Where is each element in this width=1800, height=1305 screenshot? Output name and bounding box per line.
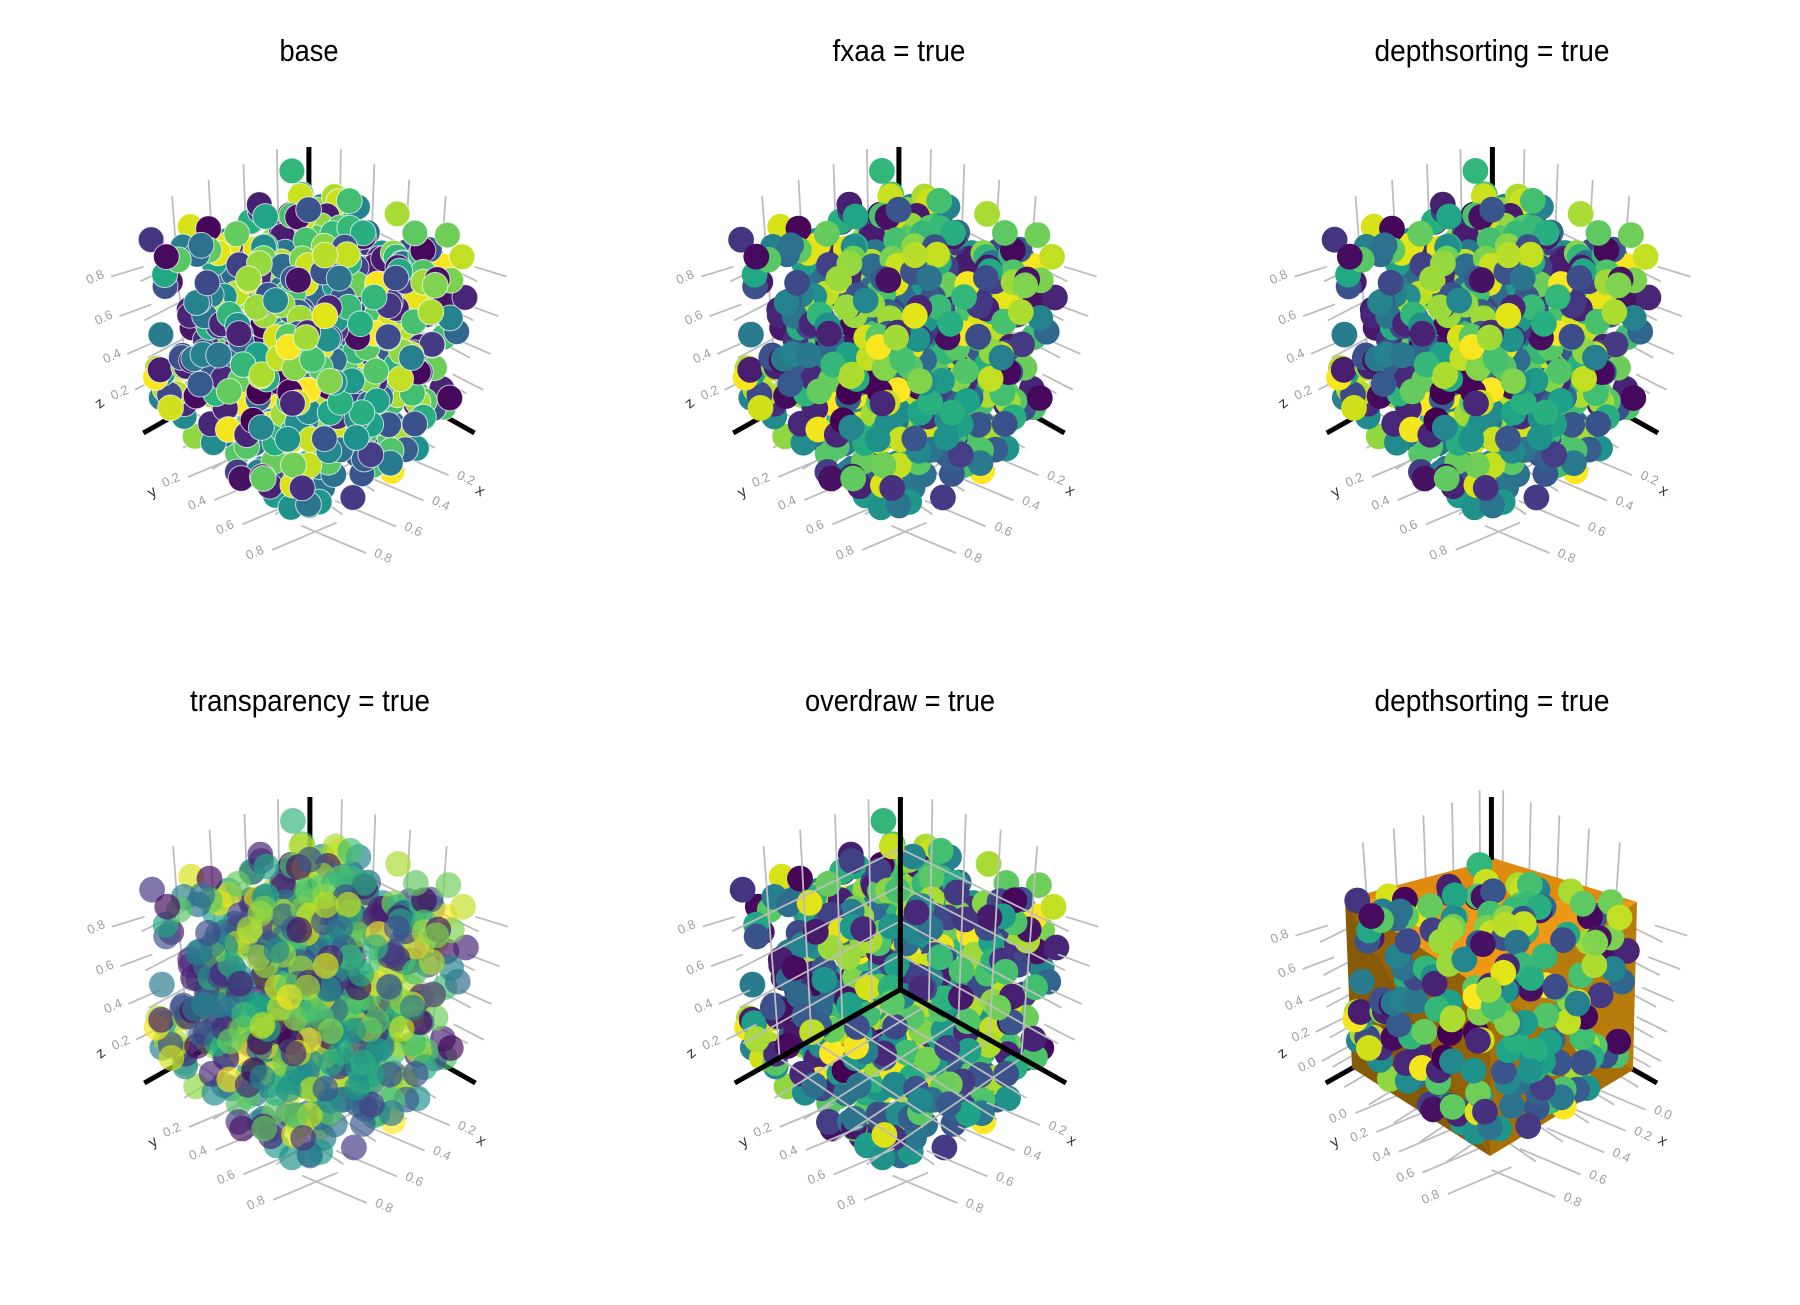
- svg-text:0.6: 0.6: [682, 307, 705, 328]
- svg-text:0.4: 0.4: [102, 995, 125, 1016]
- svg-text:0.4: 0.4: [1613, 492, 1636, 513]
- svg-text:0.8: 0.8: [85, 916, 108, 937]
- svg-text:0.2: 0.2: [1343, 469, 1366, 490]
- svg-text:0.8: 0.8: [674, 266, 697, 287]
- svg-text:0.4: 0.4: [430, 492, 453, 513]
- svg-text:0.2: 0.2: [1292, 382, 1315, 403]
- svg-text:depthsorting = true: depthsorting = true: [1375, 683, 1610, 718]
- svg-text:0.0: 0.0: [1327, 1105, 1350, 1126]
- svg-text:0.6: 0.6: [1275, 960, 1298, 981]
- svg-text:0.2: 0.2: [700, 1032, 723, 1053]
- svg-text:0.6: 0.6: [213, 516, 236, 537]
- svg-text:0.6: 0.6: [403, 1168, 426, 1189]
- svg-text:0.6: 0.6: [803, 516, 826, 537]
- svg-text:0.4: 0.4: [1369, 492, 1392, 513]
- svg-text:0.6: 0.6: [92, 307, 115, 328]
- svg-text:0.2: 0.2: [109, 1032, 132, 1053]
- svg-text:0.2: 0.2: [749, 469, 772, 490]
- svg-text:0.8: 0.8: [835, 1192, 858, 1213]
- svg-text:0.6: 0.6: [805, 1166, 828, 1187]
- svg-text:0.4: 0.4: [1370, 1144, 1393, 1165]
- svg-text:0.2: 0.2: [1045, 467, 1068, 488]
- svg-text:0.8: 0.8: [84, 266, 107, 287]
- svg-text:0.0: 0.0: [1652, 1102, 1675, 1123]
- svg-text:fxaa = true: fxaa = true: [833, 33, 966, 68]
- svg-text:0.6: 0.6: [1587, 1166, 1610, 1187]
- svg-text:0.8: 0.8: [675, 916, 698, 937]
- svg-text:0.8: 0.8: [833, 542, 856, 563]
- svg-text:0.8: 0.8: [962, 545, 985, 566]
- svg-text:0.6: 0.6: [402, 518, 425, 539]
- svg-text:transparency = true: transparency = true: [190, 683, 430, 718]
- svg-text:0.2: 0.2: [108, 382, 131, 403]
- svg-text:0.8: 0.8: [244, 1192, 267, 1213]
- svg-text:0.2: 0.2: [455, 467, 478, 488]
- svg-text:0.6: 0.6: [992, 518, 1015, 539]
- svg-text:0.8: 0.8: [372, 545, 395, 566]
- svg-text:depthsorting = true: depthsorting = true: [1375, 33, 1610, 68]
- svg-text:0.0: 0.0: [1295, 1054, 1318, 1075]
- svg-text:0.6: 0.6: [93, 957, 116, 978]
- svg-text:0.6: 0.6: [214, 1166, 237, 1187]
- svg-text:0.2: 0.2: [1289, 1024, 1312, 1045]
- svg-text:0.4: 0.4: [101, 345, 124, 366]
- svg-text:0.8: 0.8: [1427, 542, 1450, 563]
- svg-text:0.8: 0.8: [1555, 545, 1578, 566]
- svg-text:0.2: 0.2: [1046, 1117, 1069, 1138]
- svg-text:0.4: 0.4: [1610, 1144, 1633, 1165]
- svg-text:overdraw = true: overdraw = true: [805, 683, 995, 718]
- svg-text:0.8: 0.8: [1267, 266, 1290, 287]
- svg-text:0.6: 0.6: [1397, 516, 1420, 537]
- svg-text:0.8: 0.8: [373, 1195, 396, 1216]
- svg-text:0.4: 0.4: [1284, 345, 1307, 366]
- svg-text:0.2: 0.2: [456, 1117, 479, 1138]
- svg-text:0.2: 0.2: [160, 1119, 183, 1140]
- svg-text:0.8: 0.8: [243, 542, 266, 563]
- svg-text:0.2: 0.2: [751, 1119, 774, 1140]
- svg-text:0.4: 0.4: [187, 1142, 210, 1163]
- svg-text:0.4: 0.4: [777, 1142, 800, 1163]
- svg-text:0.2: 0.2: [698, 382, 721, 403]
- svg-text:0.6: 0.6: [1394, 1164, 1417, 1185]
- svg-text:0.4: 0.4: [431, 1142, 454, 1163]
- svg-text:0.4: 0.4: [1020, 492, 1043, 513]
- svg-text:0.8: 0.8: [1268, 926, 1291, 947]
- svg-text:0.2: 0.2: [1348, 1124, 1371, 1145]
- svg-text:0.8: 0.8: [963, 1195, 986, 1216]
- svg-text:0.6: 0.6: [1586, 518, 1609, 539]
- svg-text:0.4: 0.4: [1021, 1142, 1044, 1163]
- svg-text:0.4: 0.4: [1282, 992, 1305, 1013]
- svg-text:0.8: 0.8: [1419, 1186, 1442, 1207]
- svg-text:base: base: [280, 33, 339, 68]
- svg-text:0.2: 0.2: [1632, 1123, 1655, 1144]
- svg-text:0.2: 0.2: [1638, 467, 1661, 488]
- svg-text:0.4: 0.4: [776, 492, 799, 513]
- svg-text:0.4: 0.4: [186, 492, 209, 513]
- svg-text:0.2: 0.2: [159, 469, 182, 490]
- svg-text:0.8: 0.8: [1561, 1189, 1584, 1210]
- svg-text:0.6: 0.6: [1276, 307, 1299, 328]
- svg-text:0.4: 0.4: [691, 345, 714, 366]
- svg-text:0.4: 0.4: [692, 995, 715, 1016]
- svg-text:0.6: 0.6: [684, 957, 707, 978]
- svg-text:0.6: 0.6: [994, 1168, 1017, 1189]
